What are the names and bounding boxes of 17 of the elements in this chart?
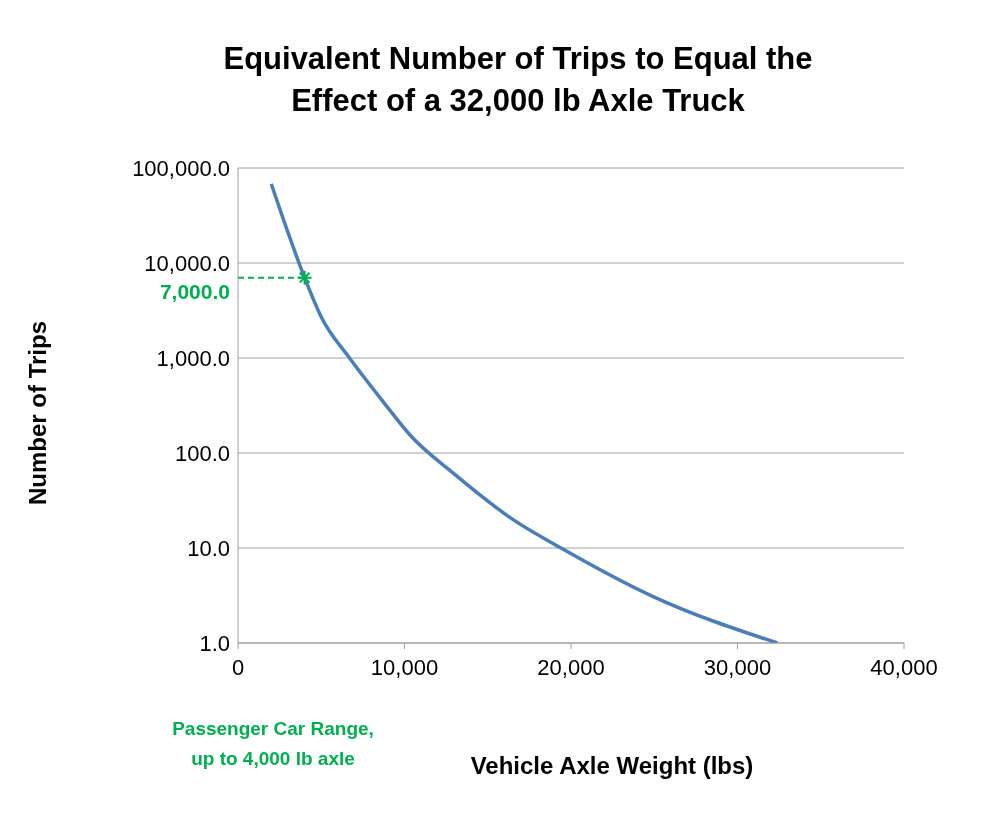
x-axis-title: Vehicle Axle Weight (lbs) [470,752,754,780]
y-tick-label: 100.0 [174,440,230,466]
x-tick-label: 0 [231,654,245,680]
ref-line-label: 7,000.0 [159,280,230,304]
chart-title: Equivalent Number of Trips to Equal the Effect of a 32,000 lb Axle Truck [222,40,814,120]
x-tick-label: 10,000 [370,654,439,680]
y-tick-label: 10.0 [187,535,230,561]
y-tick-label: 100,000.0 [132,155,230,181]
x-tick-label: 20,000 [537,654,605,680]
y-tick-label: 1.0 [199,630,230,656]
x-tick-label: 40,000 [870,654,938,680]
y-tick-label: 10,000.0 [144,250,230,276]
x-tick-label: 30,000 [703,654,772,680]
y-tick-label: 1,000.0 [156,345,230,371]
text: Passenger Car Range, up to 4,000 lb axle [172,717,374,771]
y-axis-title: Number of Trips [24,320,52,506]
line-series [269,182,780,643]
